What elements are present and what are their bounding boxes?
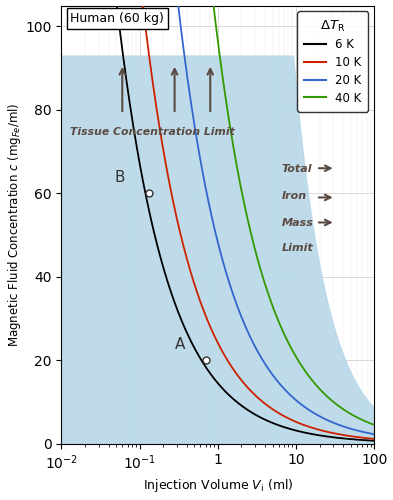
Text: Mass: Mass [281,218,313,228]
Legend: 6 K, 10 K, 20 K, 40 K: 6 K, 10 K, 20 K, 40 K [297,12,368,112]
X-axis label: Injection Volume $V_{\rm i}$ (ml): Injection Volume $V_{\rm i}$ (ml) [143,478,293,494]
Text: Tissue Concentration Limit: Tissue Concentration Limit [70,126,235,136]
Text: A: A [174,337,185,352]
Text: Limit: Limit [281,244,313,254]
Text: Total: Total [281,164,312,174]
Text: B: B [114,170,125,185]
Text: Human (60 kg): Human (60 kg) [70,12,164,25]
Y-axis label: Magnetic Fluid Concentration $c$ (mg$_{Fe}$/ml): Magnetic Fluid Concentration $c$ (mg$_{F… [6,102,22,347]
Text: Iron: Iron [281,191,307,201]
